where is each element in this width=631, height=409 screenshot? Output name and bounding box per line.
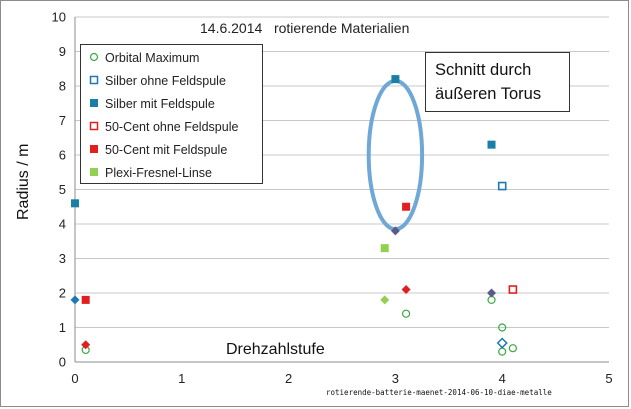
- legend-label: Silber ohne Feldspule: [105, 74, 226, 88]
- open-square-icon: [87, 74, 101, 88]
- y-tick-label: 2: [59, 286, 66, 301]
- y-tick-label: 7: [59, 113, 66, 128]
- data-point-diamond: [380, 295, 390, 305]
- data-point-square: [487, 140, 496, 149]
- y-tick-label: 5: [59, 182, 66, 197]
- legend-item-silber-ohne-feldspule: Silber ohne Feldspule: [87, 71, 226, 91]
- legend-label: Orbital Maximum: [105, 51, 200, 65]
- data-point-circle: [508, 344, 517, 353]
- callout-box: Schnitt durch äußeren Torus: [425, 52, 570, 112]
- x-axis-label: Drehzahlstufe: [226, 341, 325, 358]
- data-point-square: [71, 199, 79, 208]
- data-point-circle: [498, 347, 507, 356]
- open-circle-icon: [87, 51, 101, 65]
- legend-label: Plexi-Fresnel-Linse: [105, 166, 212, 180]
- data-point-circle: [498, 323, 507, 332]
- data-point-circle: [401, 309, 411, 318]
- x-tick-label: 1: [178, 371, 185, 386]
- filled-square-icon: [87, 143, 101, 157]
- data-point-diamond-open: [496, 337, 508, 349]
- footer-filename: rotierende-batterie-maenet-2014-06-10-di…: [326, 388, 552, 397]
- chart-legend: Orbital Maximum Silber ohne Feldspule Si…: [80, 44, 263, 184]
- y-tick-label: 4: [59, 217, 66, 232]
- data-point-diamond: [70, 295, 80, 305]
- filled-square-icon: [87, 166, 101, 180]
- y-tick-label: 0: [59, 355, 66, 370]
- y-axis-label: Radius / m: [15, 143, 32, 220]
- data-point-square: [81, 295, 90, 304]
- y-tick-label: 6: [59, 148, 66, 163]
- data-point-square: [391, 75, 400, 84]
- legend-item-50-cent-ohne-feldspule: 50-Cent ohne Feldspule: [87, 117, 238, 137]
- legend-item-orbital-maximum: Orbital Maximum: [87, 48, 199, 68]
- data-point-diamond: [401, 285, 411, 295]
- legend-item-50-cent-mit-feldspule: 50-Cent mit Feldspule: [87, 140, 227, 160]
- y-tick-label: 9: [59, 44, 66, 59]
- open-square-icon: [87, 120, 101, 134]
- x-tick-label: 0: [71, 371, 78, 386]
- callout-line-2: äußeren Torus: [435, 85, 542, 103]
- legend-label: Silber mit Feldspule: [105, 97, 215, 111]
- data-point-diamond: [487, 288, 497, 298]
- data-point-square-open: [508, 285, 518, 294]
- x-tick-label: 5: [605, 371, 612, 386]
- x-tick-label: 4: [499, 371, 506, 386]
- data-point-square: [402, 202, 411, 211]
- legend-label: 50-Cent ohne Feldspule: [105, 120, 239, 134]
- chart-title: 14.6.2014 rotierende Materialien: [200, 20, 410, 36]
- legend-label: 50-Cent mit Feldspule: [105, 143, 228, 157]
- y-tick-label: 3: [59, 251, 66, 266]
- data-point-diamond: [390, 226, 400, 236]
- data-point-square: [380, 244, 389, 253]
- y-tick-label: 1: [59, 320, 66, 335]
- x-tick-label: 3: [392, 371, 399, 386]
- y-tick-label: 10: [52, 10, 66, 25]
- x-tick-label: 2: [285, 371, 292, 386]
- callout-line-1: Schnitt durch: [435, 61, 532, 79]
- y-tick-label: 8: [59, 79, 66, 94]
- legend-item-silber-mit-feldspule: Silber mit Feldspule: [87, 94, 215, 114]
- data-point-square-open: [497, 181, 507, 191]
- data-point-diamond: [81, 340, 91, 350]
- filled-square-icon: [87, 97, 101, 111]
- legend-item-plexi-fresnel-linse: Plexi-Fresnel-Linse: [87, 163, 212, 183]
